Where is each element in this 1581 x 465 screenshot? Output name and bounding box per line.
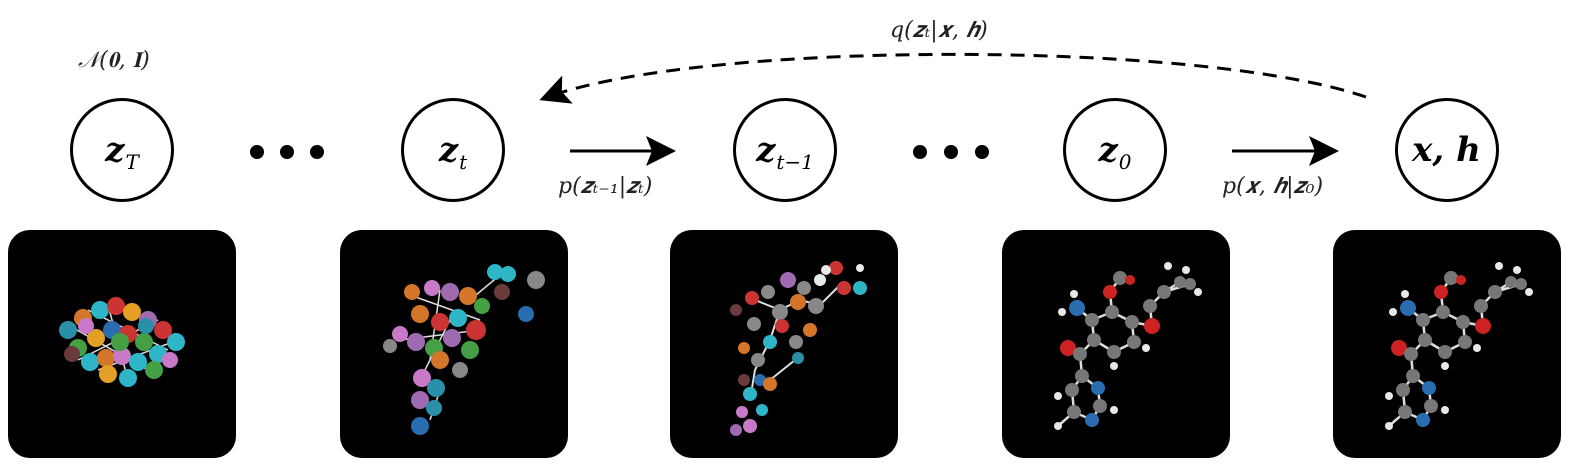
forward-process-label: q(𝒛ₜ|𝒙, 𝒉) <box>890 18 988 43</box>
molecule-panel-x-h <box>1333 230 1561 458</box>
molecule-panel-z0 <box>1002 230 1230 458</box>
node-x-h: x, h <box>1395 98 1499 202</box>
noise-cloud <box>59 297 185 387</box>
molecule-panel-mostly-denoised <box>670 230 898 458</box>
mostly-denoised-structure <box>730 261 867 436</box>
molecule-panel-noise <box>8 230 236 458</box>
decoder-label: p(𝒙, 𝒉|𝒛₀) <box>1222 174 1324 199</box>
molecule-panel-partly-denoised <box>340 230 568 458</box>
ellipsis-dots-1 <box>250 145 324 159</box>
partly-denoised-cloud <box>383 264 545 435</box>
node-z-t-minus-1: z t−1 <box>733 98 837 202</box>
prior-label: 𝒩(𝟎, 𝐈) <box>78 48 150 73</box>
forward-process-arrow <box>539 52 1367 104</box>
ellipsis-dots-2 <box>913 145 989 159</box>
molecule-structure-x-h <box>1385 262 1533 430</box>
reverse-step-label: p(𝒛ₜ₋₁|𝒛ₜ) <box>558 174 653 199</box>
molecule-structure-z0 <box>1054 262 1202 430</box>
